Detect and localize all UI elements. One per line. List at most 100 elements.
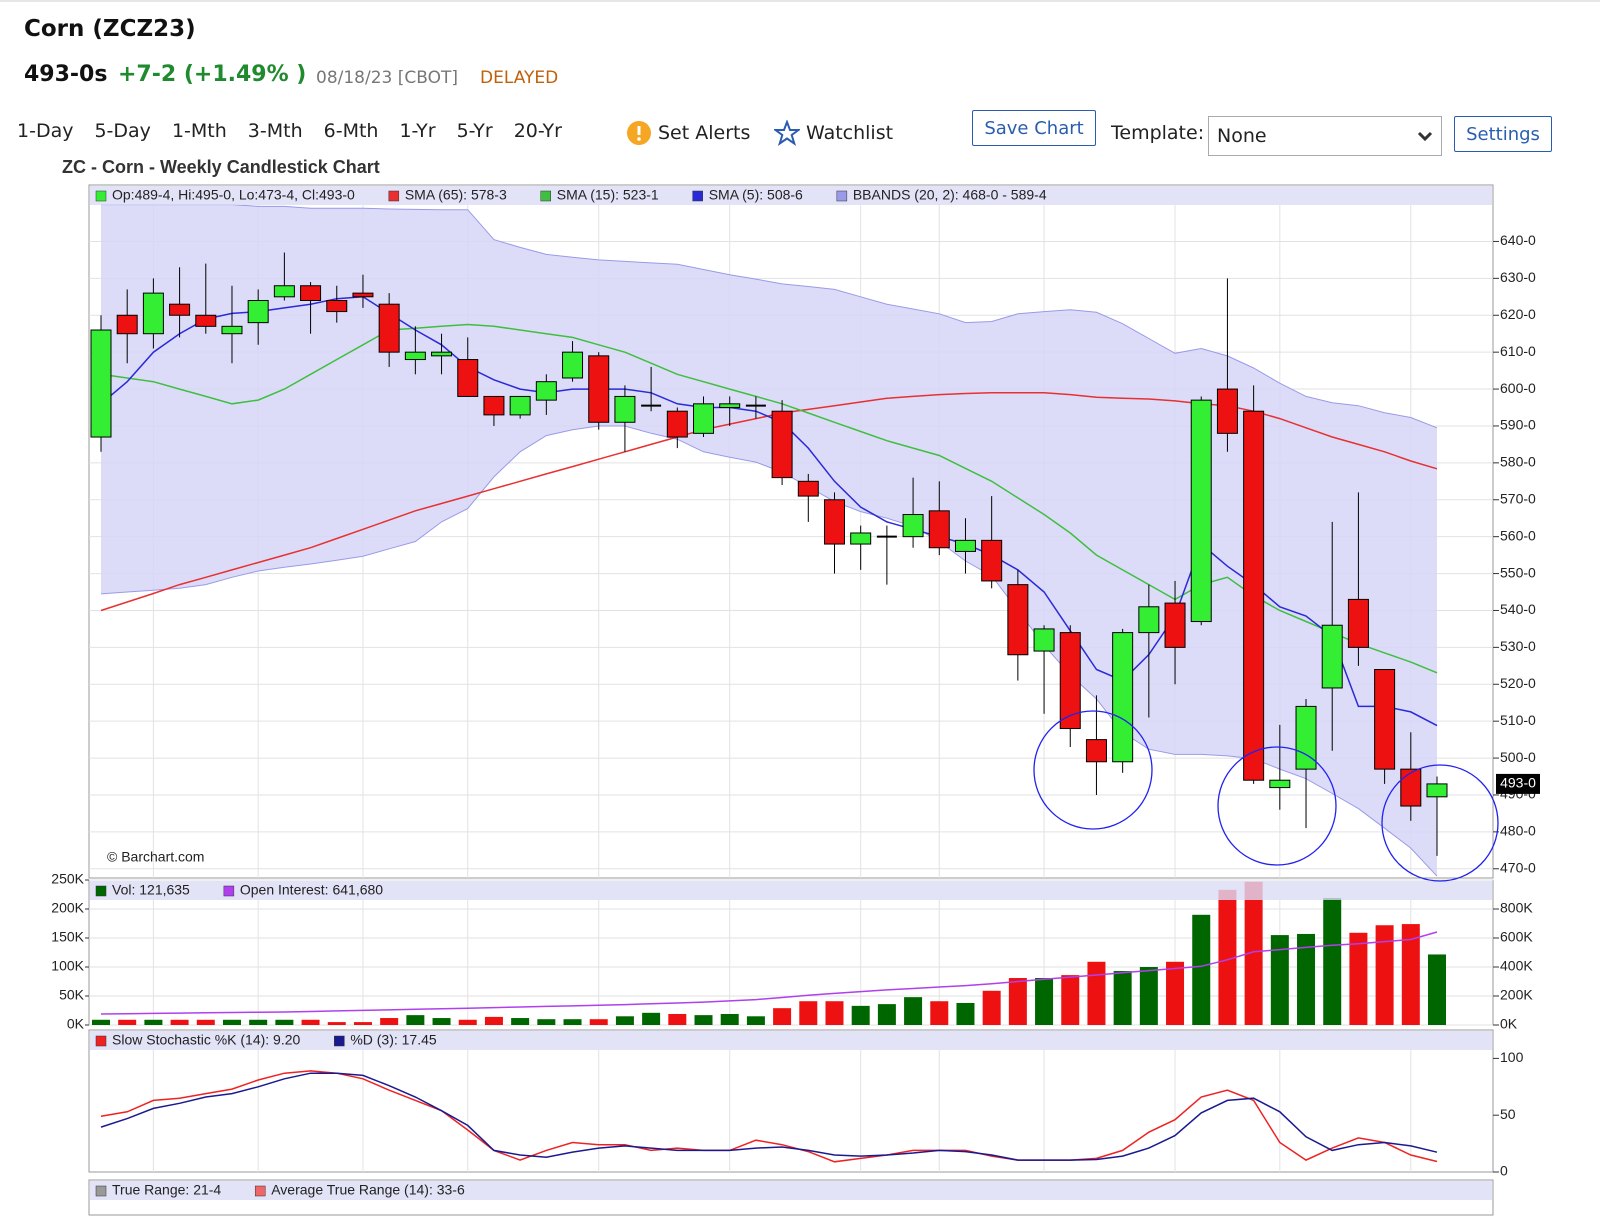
candle-body xyxy=(404,351,426,361)
quote-date: 08/18/23 [CBOT] xyxy=(316,68,459,88)
period-button[interactable]: 5-Day xyxy=(94,120,151,142)
y-tick-label: 620-0 xyxy=(1500,306,1536,322)
legend-strip xyxy=(90,186,1492,205)
settings-label: Settings xyxy=(1466,123,1540,145)
candle-body xyxy=(1007,584,1029,656)
volume-bar xyxy=(1401,924,1420,1025)
volume-bar xyxy=(432,1018,451,1025)
volume-bar xyxy=(1375,925,1394,1025)
annotation-circle xyxy=(1381,764,1499,882)
band-upper xyxy=(101,204,1438,429)
save-chart-button[interactable]: Save Chart xyxy=(972,110,1096,146)
settings-button[interactable]: Settings xyxy=(1454,116,1552,152)
candle-body xyxy=(928,510,950,549)
volume-bar xyxy=(851,1005,870,1025)
volume-bar xyxy=(275,1019,294,1025)
sma-line xyxy=(100,392,1438,612)
volume-bar xyxy=(720,1013,739,1025)
volume-bar xyxy=(1166,961,1185,1025)
volume-bar xyxy=(1270,935,1289,1025)
candle-body xyxy=(1347,598,1369,648)
dropdown-arrow xyxy=(1417,131,1433,142)
period-button[interactable]: 1-Mth xyxy=(171,120,227,142)
legend-label: SMA (65): 578-3 xyxy=(405,187,507,203)
candle-body xyxy=(195,314,217,327)
indicator-line xyxy=(100,1070,1438,1163)
candle-body xyxy=(1190,399,1212,623)
legend-strip xyxy=(90,881,1492,900)
candle-body xyxy=(771,410,793,479)
candle-body xyxy=(981,539,1003,582)
legend-swatch xyxy=(388,190,400,202)
legend-label: %D (3): 17.45 xyxy=(350,1032,437,1048)
period-button[interactable]: 3-Mth xyxy=(247,120,303,142)
period-button[interactable]: 1-Yr xyxy=(399,120,436,142)
template-label: Template: xyxy=(1111,122,1205,144)
price-tag-label: 493-0 xyxy=(1500,775,1536,791)
candle-body xyxy=(1059,632,1081,730)
y-tick-label: 550-0 xyxy=(1500,564,1536,580)
candle-body xyxy=(1085,739,1107,763)
template-select[interactable]: None xyxy=(1208,116,1442,156)
period-button[interactable]: 5-Yr xyxy=(456,120,493,142)
annotations xyxy=(1033,710,1499,882)
y-tick-label: 0 xyxy=(1500,1163,1508,1179)
volume-bar xyxy=(642,1012,661,1025)
volume-bar xyxy=(825,1001,844,1025)
legend-label: SMA (5): 508-6 xyxy=(709,187,803,203)
legend-swatch xyxy=(836,190,848,202)
y-tick-label: 520-0 xyxy=(1500,675,1536,691)
y-tick-label: 200K xyxy=(51,900,84,916)
candle-body xyxy=(247,300,269,324)
y-tick-label: 570-0 xyxy=(1500,490,1536,506)
volume-bar xyxy=(956,1002,975,1025)
y-tick-label: 50K xyxy=(59,987,85,1003)
volume-bar xyxy=(118,1019,137,1025)
volume-bar xyxy=(746,1016,765,1025)
volume-bar xyxy=(1139,967,1158,1025)
annotation-circle xyxy=(1033,710,1153,830)
chart-title: ZC - Corn - Weekly Candlestick Chart xyxy=(62,157,380,177)
y-tick-label: 250K xyxy=(51,871,84,887)
volume-bar xyxy=(249,1019,268,1025)
volume-bar xyxy=(694,1015,713,1025)
volume-bar xyxy=(877,1004,896,1025)
legend-label: BBANDS (20, 2): 468-0 - 589-4 xyxy=(853,187,1047,203)
candle-body xyxy=(1033,628,1055,652)
period-button[interactable]: 6-Mth xyxy=(323,120,379,142)
volume-bar xyxy=(1297,933,1316,1025)
volume-bar xyxy=(1035,978,1054,1025)
volume-bar xyxy=(773,1008,792,1025)
candle-body xyxy=(509,395,531,416)
y-tick-label: 580-0 xyxy=(1500,454,1536,470)
legend-label: Open Interest: 641,680 xyxy=(240,882,383,898)
y-tick-label: 50 xyxy=(1500,1106,1516,1122)
legend-swatch xyxy=(334,1035,345,1047)
candle-body xyxy=(1400,768,1422,807)
y-tick-label: 400K xyxy=(1500,958,1533,974)
pane xyxy=(88,1029,1494,1173)
volume-bar xyxy=(1323,897,1342,1025)
legend-swatch xyxy=(692,190,703,202)
y-tick-label: 100 xyxy=(1500,1049,1524,1065)
candle-body xyxy=(562,351,584,379)
period-button[interactable]: 1-Day xyxy=(17,120,74,142)
volume-bar xyxy=(144,1019,163,1025)
set-alerts[interactable]: Set Alerts xyxy=(626,120,750,146)
legend-swatch xyxy=(95,885,107,897)
period-button[interactable]: 20-Yr xyxy=(513,120,562,142)
candle-body xyxy=(326,300,348,313)
legend-swatch xyxy=(540,190,551,202)
y-tick-label: 100K xyxy=(51,958,84,974)
sma-line xyxy=(100,296,1438,727)
y-tick-label: 500-0 xyxy=(1500,749,1536,765)
watchlist[interactable]: Watchlist xyxy=(774,120,893,146)
candle-body xyxy=(1426,783,1448,798)
legend-label: SMA (15): 523-1 xyxy=(557,187,659,203)
candle-body xyxy=(954,539,976,552)
y-tick-label: 600-0 xyxy=(1500,380,1536,396)
candle-body xyxy=(273,285,295,298)
candle-body xyxy=(431,351,453,357)
last-price: 493-0s xyxy=(24,62,108,87)
